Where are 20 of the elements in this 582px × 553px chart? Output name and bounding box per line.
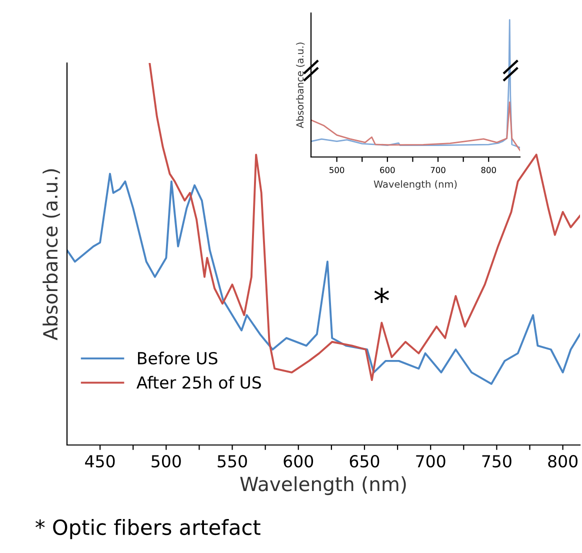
x-tick-label: 500 [330, 166, 344, 174]
x-tick-label: 800 [481, 166, 496, 174]
x-tick-label: 550 [218, 455, 247, 468]
y-axis-title: Absorbance (a.u.) [296, 42, 305, 128]
x-tick-label: 450 [85, 455, 115, 468]
y-axis-title: Absorbance (a.u.) [42, 169, 60, 340]
x-tick-label: 600 [380, 166, 395, 174]
x-tick-label: 500 [152, 455, 181, 468]
x-tick-label: 600 [284, 455, 314, 468]
x-tick-label: 700 [416, 455, 446, 468]
x-tick-label: 650 [350, 455, 380, 468]
x-tick-label: 700 [430, 166, 446, 174]
x-axis-title: Wavelength (nm) [240, 476, 406, 496]
x-tick-label: 800 [548, 455, 578, 468]
annotation: * [374, 288, 390, 303]
x-axis-title: Wavelength (nm) [374, 180, 457, 190]
text: * Optic fibers artefact [36, 519, 260, 540]
x-tick-label: 750 [482, 455, 512, 468]
legend-label: After 25h of US [136, 376, 261, 389]
legend-label: Before US [138, 352, 218, 364]
